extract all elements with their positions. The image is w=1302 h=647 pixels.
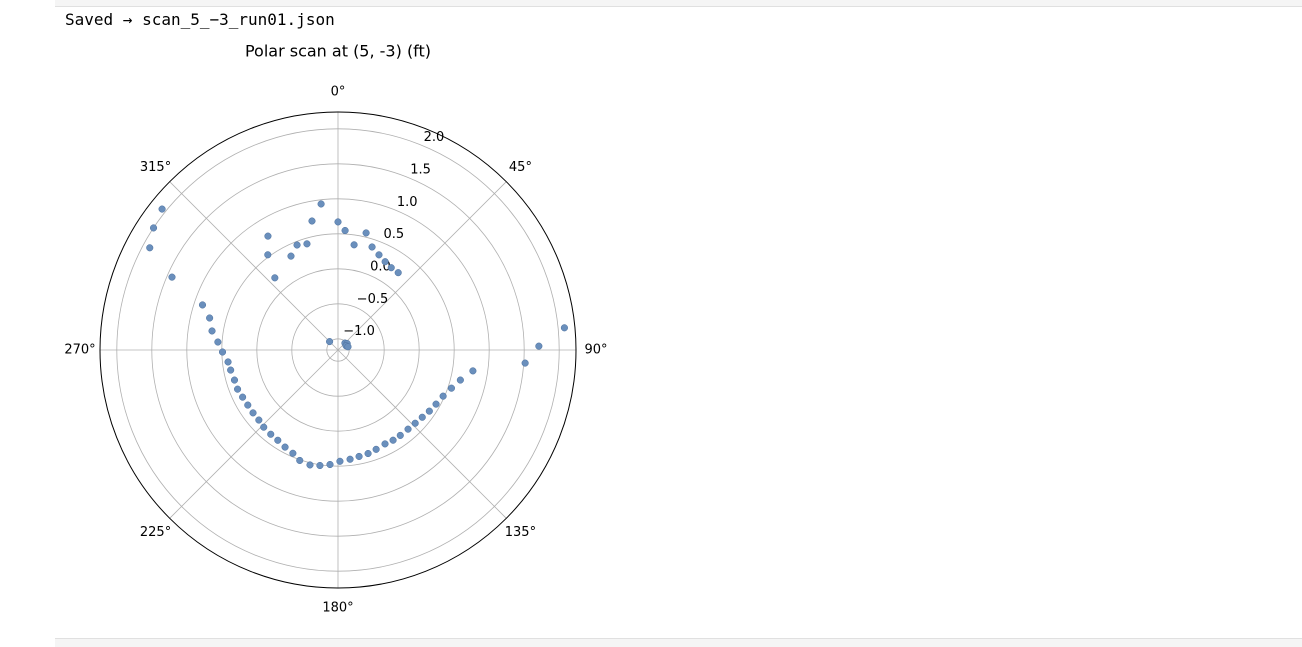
point <box>274 436 282 444</box>
point <box>425 407 433 415</box>
point <box>303 240 311 248</box>
point <box>206 314 214 322</box>
output-text: Saved → scan_5_−3_run01.json <box>65 10 335 29</box>
point <box>168 273 176 281</box>
point <box>317 200 325 208</box>
point <box>316 461 324 470</box>
point <box>260 423 268 431</box>
point <box>411 419 419 427</box>
point <box>418 413 426 421</box>
point <box>255 416 263 424</box>
point <box>368 243 376 251</box>
point <box>355 452 363 460</box>
point <box>394 269 402 277</box>
point <box>432 400 440 408</box>
point <box>308 217 316 225</box>
point <box>267 430 275 438</box>
point <box>218 348 227 356</box>
point <box>346 455 354 463</box>
point <box>326 338 334 346</box>
theta-tick-label: 180° <box>322 601 353 616</box>
r-tick-label: 2.0 <box>424 130 445 145</box>
theta-tick-label: 45° <box>509 160 532 175</box>
chart: Polar scan at (5, -3) (ft) 0° 45° 90° 135° 1… <box>64 42 607 616</box>
point <box>381 258 389 266</box>
point <box>306 461 314 469</box>
point <box>469 367 477 375</box>
point <box>535 342 543 350</box>
cell-edge <box>55 638 1302 647</box>
point <box>239 393 247 401</box>
point <box>404 425 412 433</box>
point <box>439 392 447 400</box>
point <box>326 460 334 469</box>
point <box>158 205 166 213</box>
theta-tick-label: 270° <box>64 343 95 358</box>
point <box>336 457 344 465</box>
point <box>271 274 279 282</box>
point <box>198 301 207 309</box>
point <box>214 338 222 346</box>
point <box>521 359 529 367</box>
grid-spoke <box>337 349 507 519</box>
point <box>372 445 380 453</box>
point <box>264 232 272 240</box>
point <box>146 244 154 252</box>
point <box>244 401 252 409</box>
theta-tick-label: 315° <box>140 160 171 175</box>
point <box>396 431 404 439</box>
grid-spoke <box>169 181 339 351</box>
point <box>208 327 216 335</box>
theta-tick-label: 90° <box>584 343 607 358</box>
point <box>264 251 272 259</box>
point <box>334 218 342 226</box>
r-tick-label: 0.5 <box>383 227 404 242</box>
point <box>344 343 352 351</box>
point <box>234 385 242 393</box>
point <box>350 241 358 249</box>
grid-spoke <box>169 349 339 519</box>
polar-frame <box>99 111 577 589</box>
point <box>341 226 349 235</box>
point <box>281 443 289 451</box>
point <box>389 436 397 444</box>
chart-title: Polar scan at (5, -3) (ft) <box>245 42 431 61</box>
theta-tick-label: 135° <box>505 525 536 540</box>
point <box>387 264 395 272</box>
point <box>375 251 383 259</box>
point <box>224 358 232 366</box>
point <box>227 366 235 374</box>
r-tick-label: −1.0 <box>343 324 375 339</box>
point <box>296 456 304 465</box>
theta-tick-label: 0° <box>331 85 346 100</box>
point <box>456 376 464 384</box>
r-tick-label: 1.0 <box>397 195 418 210</box>
theta-tick-label: 225° <box>140 525 171 540</box>
point <box>249 409 257 417</box>
point <box>230 376 239 384</box>
point <box>381 440 389 448</box>
point <box>447 384 455 392</box>
point <box>362 229 370 237</box>
r-tick-label: −0.5 <box>357 292 389 307</box>
r-tick-label: 1.5 <box>410 162 431 177</box>
point <box>364 449 372 458</box>
grid-spoke <box>337 181 507 351</box>
point <box>293 241 301 249</box>
point <box>289 449 297 457</box>
point <box>560 324 568 332</box>
point <box>287 252 295 260</box>
point <box>149 224 158 232</box>
cell-edge <box>55 0 1302 7</box>
